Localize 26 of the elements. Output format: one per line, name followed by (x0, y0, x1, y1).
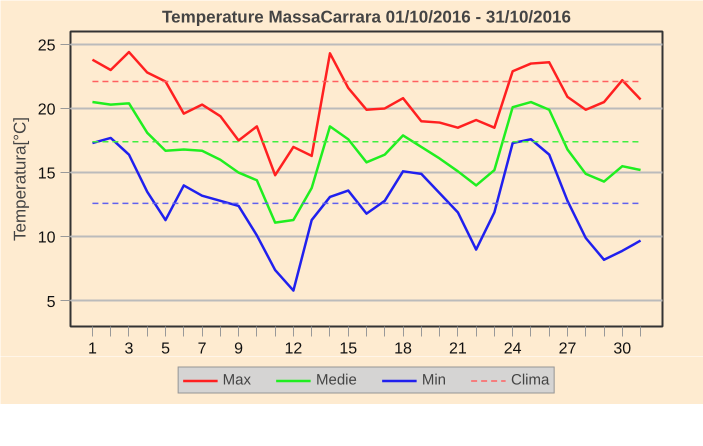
x-tick-label: 30 (613, 340, 632, 358)
x-tick-label: 7 (198, 340, 207, 358)
line-series (91, 136, 642, 292)
x-tick-label: 15 (339, 340, 358, 358)
x-tick-label: 27 (558, 340, 576, 358)
legend-label: Min (422, 372, 446, 388)
x-tick-label: 5 (161, 340, 170, 358)
legend-label: Medie (316, 372, 357, 388)
line-series (91, 100, 642, 224)
y-tick-label: 10 (38, 230, 56, 247)
legend-label: Clima (511, 372, 550, 388)
x-tick-label: 24 (504, 340, 522, 358)
x-tick-label: 12 (284, 340, 302, 358)
y-tick-label: 25 (38, 37, 56, 54)
line-series (91, 50, 642, 176)
x-tick-label: 1 (88, 340, 97, 358)
y-axis-title: Temperatura[°C] (10, 117, 30, 241)
x-tick-label: 3 (124, 340, 134, 358)
y-tick-label: 15 (38, 166, 56, 183)
y-tick-label: 5 (46, 294, 56, 311)
x-tick-label: 9 (234, 340, 244, 358)
y-tick-label: 20 (38, 101, 56, 118)
x-tick-label: 18 (394, 340, 412, 358)
legend-label: Max (222, 372, 251, 388)
chart-title: Temperature MassaCarrara 01/10/2016 - 31/10/2016 (162, 8, 571, 26)
x-tick-label: 21 (448, 340, 467, 358)
